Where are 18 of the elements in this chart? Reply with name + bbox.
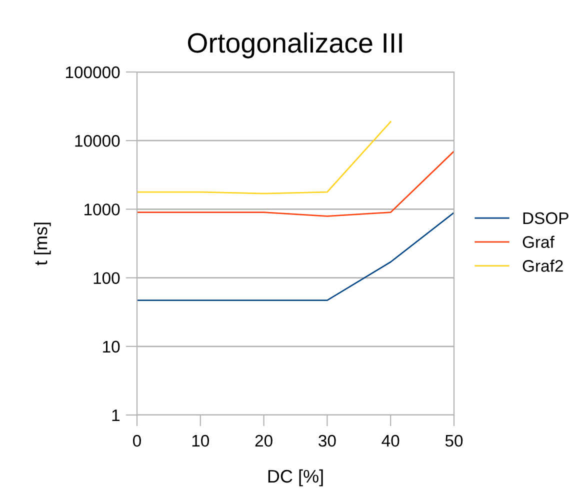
y-tick-label: 100000 bbox=[66, 66, 120, 78]
x-tick-label: 20 bbox=[255, 434, 272, 447]
x-axis-title: DC [%] bbox=[268, 469, 323, 486]
y-tick-label: 10000 bbox=[75, 135, 120, 147]
x-tick-label: 30 bbox=[318, 434, 336, 447]
legend-label: DSOP bbox=[523, 212, 568, 224]
legend-label: Graf bbox=[522, 236, 554, 248]
y-tick-label: 10 bbox=[103, 340, 120, 353]
x-tick-label: 10 bbox=[192, 434, 210, 447]
y-axis-title: t [ms] bbox=[34, 222, 51, 266]
legend-label: Graf2 bbox=[522, 260, 563, 272]
y-tick-label: 100 bbox=[94, 272, 120, 284]
y-tick-label: 1 bbox=[112, 410, 120, 422]
y-tick-label: 1000 bbox=[84, 204, 120, 216]
chart-title: Ortogonalizace III bbox=[188, 32, 402, 58]
x-tick-label: 40 bbox=[382, 434, 400, 447]
x-tick-label: 0 bbox=[133, 434, 141, 447]
x-tick-label: 50 bbox=[445, 434, 463, 447]
